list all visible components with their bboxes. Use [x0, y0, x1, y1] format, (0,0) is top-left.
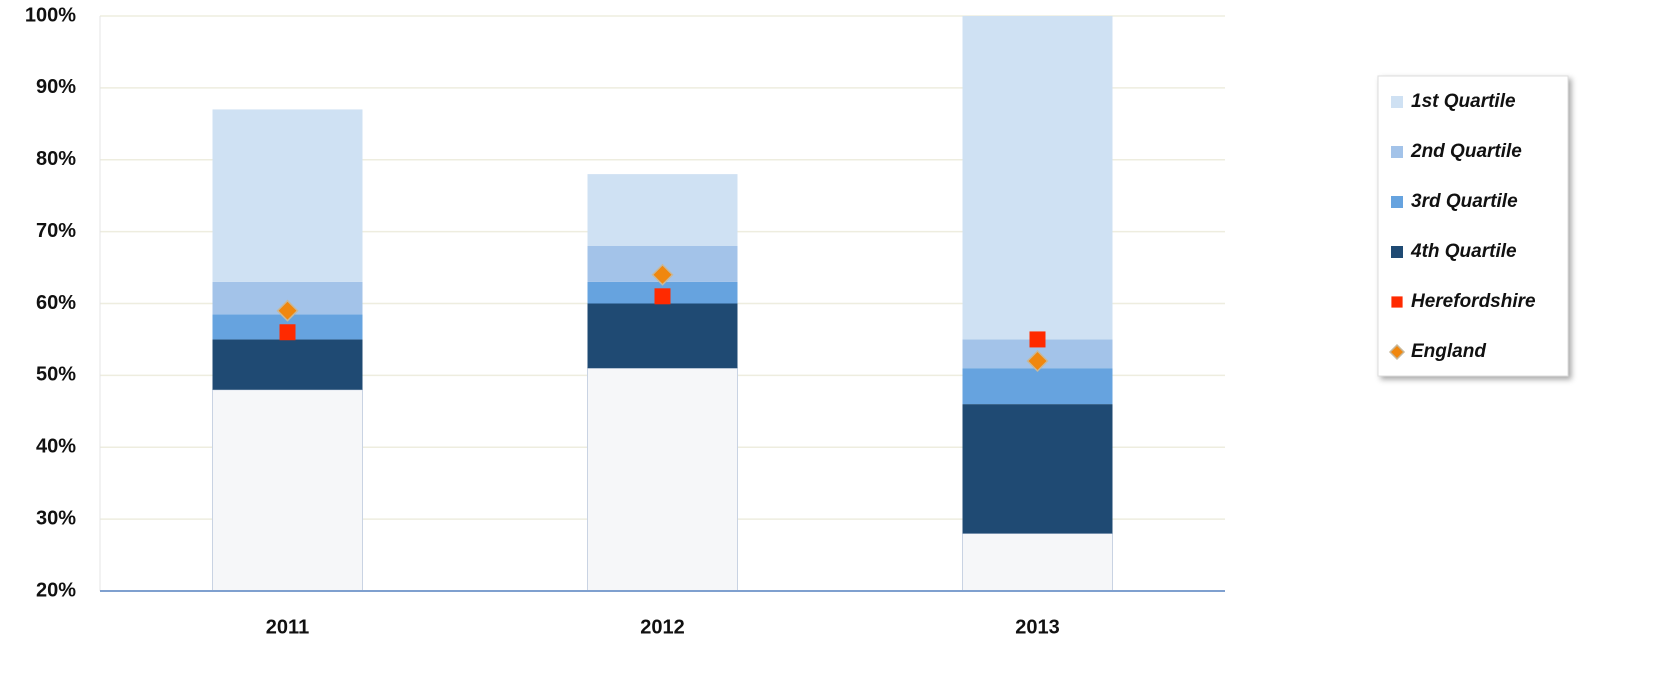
bar-segment — [212, 339, 363, 390]
y-tick-label: 90% — [36, 76, 76, 98]
bar-segment — [587, 303, 738, 369]
bar-segment — [962, 16, 1113, 340]
y-tick-label: 100% — [25, 4, 76, 26]
y-tick-label: 80% — [36, 148, 76, 170]
y-tick-label: 60% — [36, 292, 76, 314]
bar-segment — [587, 174, 738, 246]
y-tick-label: 40% — [36, 436, 76, 458]
bar-segment — [962, 404, 1113, 534]
legend-label: 2nd Quartile — [1410, 141, 1522, 162]
diamond-marker — [1388, 343, 1406, 361]
legend-swatch — [1391, 246, 1403, 258]
y-tick-label: 70% — [36, 220, 76, 242]
square-marker — [654, 288, 671, 305]
bar-segment — [212, 109, 363, 282]
legend-box — [1377, 75, 1569, 377]
x-tick-label: 2011 — [266, 616, 309, 638]
y-tick-label: 30% — [36, 507, 76, 529]
legend-label: 4th Quartile — [1410, 241, 1517, 262]
diamond-marker — [276, 299, 299, 322]
bar-segment — [962, 368, 1113, 405]
bar-segment — [212, 389, 363, 592]
square-marker — [1029, 331, 1046, 348]
legend-label: 1st Quartile — [1411, 91, 1516, 112]
y-tick-label: 50% — [36, 364, 76, 386]
square-marker — [279, 324, 296, 341]
square-marker — [1391, 296, 1403, 308]
legend-swatch — [1391, 96, 1403, 108]
x-tick-label: 2013 — [1015, 616, 1060, 638]
diamond-marker — [651, 263, 674, 286]
bar-segment — [962, 533, 1113, 592]
legend-swatch — [1391, 196, 1403, 208]
legend-label: Herefordshire — [1411, 291, 1536, 312]
legend-swatch — [1391, 146, 1403, 158]
legend-label: 3rd Quartile — [1411, 191, 1518, 212]
diamond-marker — [1026, 349, 1049, 373]
x-tick-label: 2012 — [640, 616, 685, 638]
legend-label: England — [1411, 341, 1486, 362]
bar-segment — [587, 367, 738, 592]
y-tick-label: 20% — [36, 579, 76, 601]
